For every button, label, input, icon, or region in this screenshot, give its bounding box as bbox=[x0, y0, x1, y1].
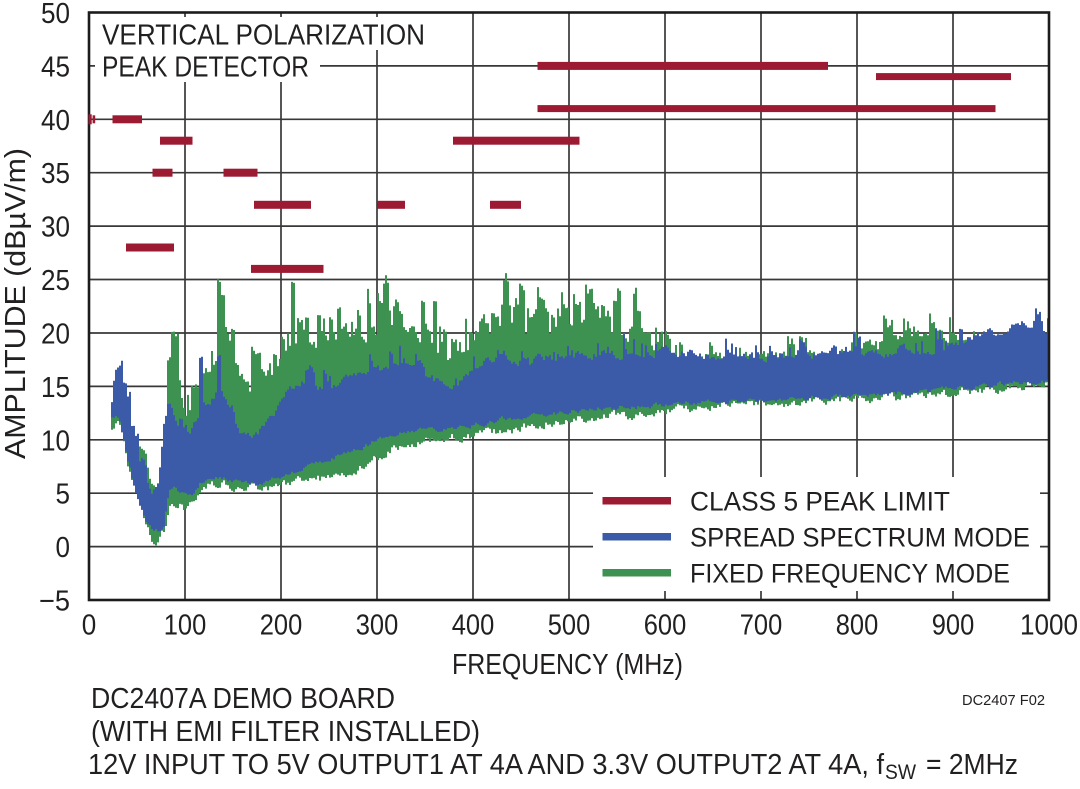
svg-text:1000: 1000 bbox=[1020, 610, 1078, 642]
svg-text:SW: SW bbox=[885, 761, 916, 784]
svg-text:10: 10 bbox=[41, 425, 70, 457]
svg-text:800: 800 bbox=[836, 610, 879, 642]
svg-text:0: 0 bbox=[82, 610, 97, 642]
svg-text:5: 5 bbox=[56, 479, 71, 511]
svg-text:0: 0 bbox=[56, 532, 71, 564]
svg-text:35: 35 bbox=[41, 158, 70, 190]
svg-text:15: 15 bbox=[41, 372, 70, 404]
svg-text:30: 30 bbox=[41, 212, 70, 244]
svg-text:500: 500 bbox=[548, 610, 591, 642]
svg-text:VERTICAL POLARIZATION: VERTICAL POLARIZATION bbox=[102, 20, 425, 52]
svg-text:40: 40 bbox=[41, 105, 70, 137]
svg-text:300: 300 bbox=[356, 610, 399, 642]
svg-text:FREQUENCY (MHz): FREQUENCY (MHz) bbox=[452, 649, 683, 681]
svg-text:12V INPUT TO 5V OUTPUT1 AT 4A: 12V INPUT TO 5V OUTPUT1 AT 4A AND 3.3V O… bbox=[88, 749, 884, 781]
svg-text:700: 700 bbox=[740, 610, 783, 642]
svg-text:400: 400 bbox=[452, 610, 495, 642]
svg-text:100: 100 bbox=[164, 610, 207, 642]
svg-text:FIXED FREQUENCY MODE: FIXED FREQUENCY MODE bbox=[690, 559, 1010, 589]
svg-text:20: 20 bbox=[41, 319, 70, 351]
svg-text:600: 600 bbox=[644, 610, 687, 642]
svg-text:900: 900 bbox=[932, 610, 975, 642]
svg-text:(WITH EMI FILTER INSTALLED): (WITH EMI FILTER INSTALLED) bbox=[91, 716, 480, 748]
svg-text:AMPLITUDE (dBµV/m): AMPLITUDE (dBµV/m) bbox=[0, 148, 32, 459]
svg-text:DC2407 F02: DC2407 F02 bbox=[962, 692, 1045, 709]
svg-text:50: 50 bbox=[41, 0, 70, 30]
svg-text:CLASS 5 PEAK LIMIT: CLASS 5 PEAK LIMIT bbox=[690, 487, 950, 517]
svg-text:SPREAD SPECTRUM MODE: SPREAD SPECTRUM MODE bbox=[690, 523, 1030, 553]
svg-text:200: 200 bbox=[260, 610, 303, 642]
svg-text:45: 45 bbox=[41, 51, 70, 83]
svg-text:DC2407A DEMO BOARD: DC2407A DEMO BOARD bbox=[91, 683, 395, 715]
svg-text:−5: −5 bbox=[39, 586, 70, 618]
svg-text:25: 25 bbox=[41, 265, 70, 297]
svg-text:= 2MHz: = 2MHz bbox=[926, 749, 1018, 781]
svg-text:PEAK DETECTOR: PEAK DETECTOR bbox=[102, 52, 309, 84]
